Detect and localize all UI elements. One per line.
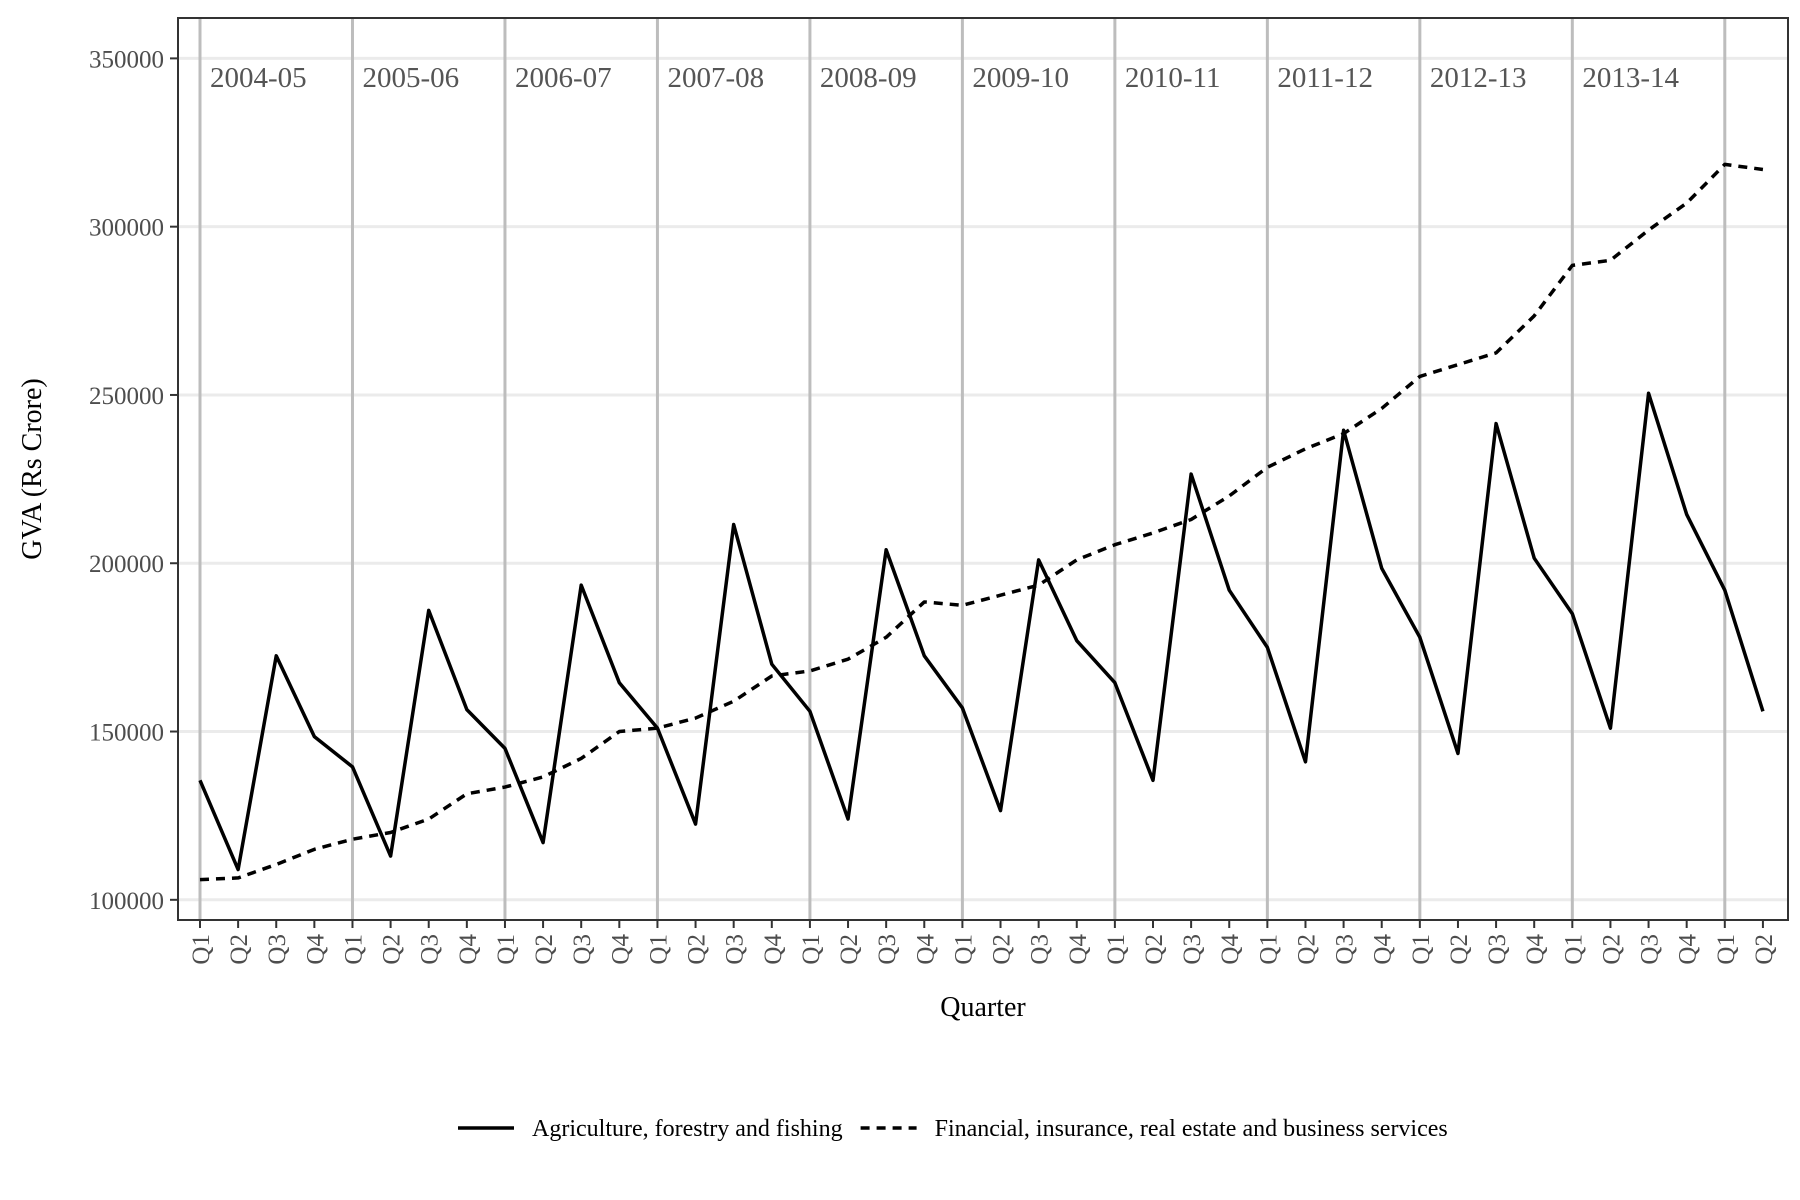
plot-border	[177, 17, 1789, 921]
year-label: 2009-10	[972, 62, 1069, 94]
year-label: 2011-12	[1277, 62, 1373, 94]
legend-label: Agriculture, forestry and fishing	[532, 1116, 843, 1142]
x-tick-label: Q4	[912, 934, 939, 965]
y-axis-title: GVA (Rs Crore)	[17, 378, 48, 559]
year-label: 2006-07	[515, 62, 612, 94]
year-label: 2004-05	[210, 62, 307, 94]
x-tick-label: Q4	[1522, 934, 1549, 965]
x-tick-label: Q3	[1637, 934, 1664, 965]
legend-label: Financial, insurance, real estate and bu…	[935, 1116, 1448, 1142]
x-tick-label: Q1	[188, 934, 215, 965]
x-tick-label: Q1	[798, 934, 825, 965]
x-tick-label: Q2	[1751, 934, 1778, 965]
y-tick-label: 100000	[89, 888, 164, 915]
y-tick-label: 300000	[89, 215, 164, 242]
x-tick-label: Q1	[1408, 934, 1435, 965]
x-tick-label: Q3	[1332, 934, 1359, 965]
x-tick-label: Q3	[569, 934, 596, 965]
x-tick-label: Q2	[684, 934, 711, 965]
year-label: 2010-11	[1125, 62, 1221, 94]
year-label: 2005-06	[362, 62, 459, 94]
x-tick-label: Q1	[1103, 934, 1130, 965]
x-axis-ticks: Q1 Q2 Q3 Q4 Q1 Q2 Q3 Q4 Q1 Q2 Q3 Q4 Q1 Q2 Q3 Q4 Q1 Q2 Q3 Q4…	[188, 920, 1778, 965]
gridlines	[178, 56, 1788, 902]
y-tick-label: 350000	[89, 46, 164, 73]
x-tick-label: Q3	[1179, 934, 1206, 965]
x-tick-label: Q2	[836, 934, 863, 965]
x-tick-label: Q4	[1065, 934, 1092, 965]
series-line	[198, 391, 1765, 872]
x-tick-label: Q3	[874, 934, 901, 965]
y-tick-label: 250000	[89, 383, 164, 410]
x-tick-label: Q4	[455, 934, 482, 965]
x-tick-label: Q1	[1255, 934, 1282, 965]
year-label: 2008-09	[820, 62, 917, 94]
legend: Agriculture, forestry and fishing Financi…	[458, 1116, 1448, 1142]
x-tick-label: Q4	[1370, 934, 1397, 965]
x-tick-label: Q1	[645, 934, 672, 965]
y-tick-label: 150000	[89, 720, 164, 747]
year-label: 2012-13	[1430, 62, 1527, 94]
x-tick-label: Q4	[1675, 934, 1702, 965]
year-dividers	[198, 18, 1727, 920]
x-tick-label: Q1	[493, 934, 520, 965]
x-tick-label: Q2	[1141, 934, 1168, 965]
x-axis-title: Quarter	[940, 992, 1026, 1023]
x-tick-label: Q4	[760, 934, 787, 965]
x-tick-label: Q4	[607, 934, 634, 965]
x-tick-label: Q1	[1560, 934, 1587, 965]
x-tick-label: Q1	[340, 934, 367, 965]
x-tick-label: Q3	[1484, 934, 1511, 965]
y-axis-ticks: 100000 150000 200000 250000 300000 350000	[89, 46, 178, 915]
x-tick-label: Q2	[1293, 934, 1320, 965]
x-tick-label: Q1	[950, 934, 977, 965]
x-tick-label: Q4	[302, 934, 329, 965]
x-tick-label: Q1	[1713, 934, 1740, 965]
series-lines	[198, 162, 1765, 882]
x-tick-label: Q3	[417, 934, 444, 965]
x-tick-label: Q3	[264, 934, 291, 965]
x-tick-label: Q2	[379, 934, 406, 965]
year-labels: 2004-05 2005-06 2006-07 2007-08 2008-09 2009-…	[210, 62, 1679, 94]
x-tick-label: Q2	[226, 934, 253, 965]
series-line	[199, 162, 1764, 882]
x-tick-label: Q3	[1027, 934, 1054, 965]
x-tick-label: Q4	[1217, 934, 1244, 965]
y-tick-label: 200000	[89, 551, 164, 578]
x-tick-label: Q2	[1446, 934, 1473, 965]
x-tick-label: Q2	[531, 934, 558, 965]
x-tick-label: Q2	[989, 934, 1016, 965]
x-tick-label: Q3	[722, 934, 749, 965]
year-label: 2013-14	[1582, 62, 1679, 94]
year-label: 2007-08	[667, 62, 764, 94]
x-tick-label: Q2	[1598, 934, 1625, 965]
